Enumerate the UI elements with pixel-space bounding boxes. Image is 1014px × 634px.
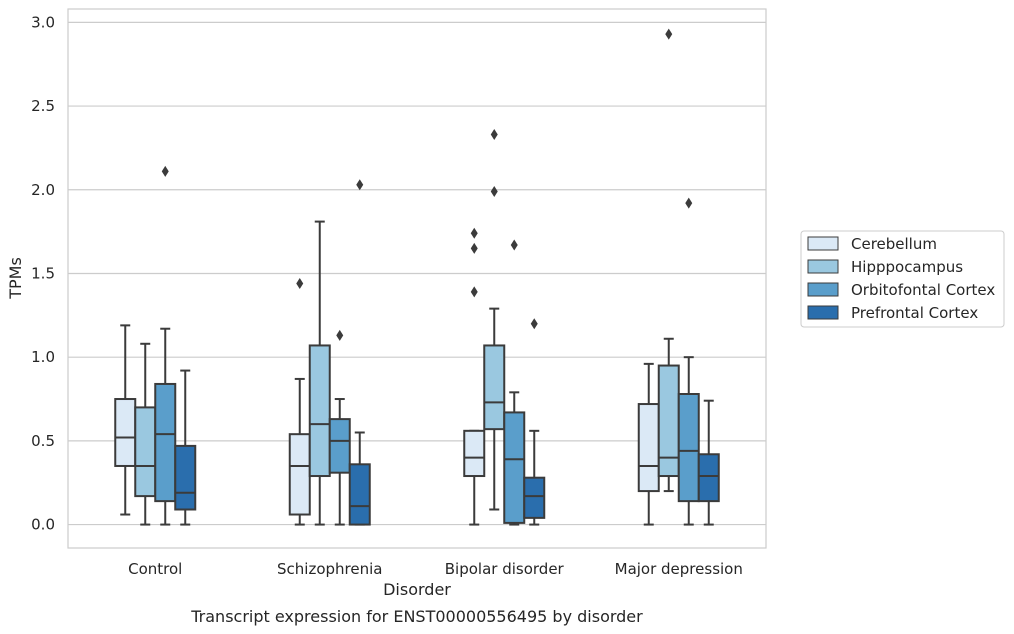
y-tick-label-6: 3.0	[31, 13, 55, 31]
box-1-3	[348, 179, 371, 526]
box-1-1	[308, 220, 331, 526]
outlier-point-0	[530, 318, 538, 330]
box-2-3	[523, 318, 546, 526]
outlier-point-1	[470, 242, 478, 254]
box-body	[697, 453, 720, 503]
legend-swatch-1	[807, 259, 839, 274]
y-tick-label-3: 1.5	[31, 264, 55, 282]
box-2-0	[463, 227, 486, 526]
box-body	[154, 382, 177, 503]
box-0-1	[134, 342, 157, 526]
box-body	[523, 476, 546, 519]
outlier-point-0	[336, 329, 344, 341]
x-tick-label-1: Schizophrenia	[277, 560, 382, 578]
plot-frame	[67, 8, 767, 549]
outlier-point-0	[665, 28, 673, 40]
box-1-0	[288, 278, 311, 526]
y-tick-labels: 0.0 0.5 1.0 1.5 2.0 2.5 3.0	[31, 13, 55, 533]
outlier-point-0	[685, 197, 693, 209]
outlier-point-0	[510, 239, 518, 251]
legend-label-3: Prefrontal Cortex	[851, 304, 978, 322]
box-body	[657, 364, 680, 478]
box-body	[503, 411, 526, 524]
legend-swatch-2	[807, 282, 839, 297]
legend-swatch-0	[807, 236, 839, 251]
box-0-3	[174, 369, 197, 526]
y-tick-label-5: 2.5	[31, 97, 55, 115]
box-body	[328, 418, 351, 474]
legend-label-1: Hipppocampus	[851, 258, 963, 276]
x-tick-label-3: Major depression	[615, 560, 743, 578]
legend-frame	[800, 230, 1005, 328]
box-3-1	[657, 28, 680, 493]
box-3-3	[697, 399, 720, 526]
box-2-1	[483, 129, 506, 511]
x-axis-label: Disorder	[383, 580, 451, 599]
box-body	[134, 406, 157, 498]
x-tick-label-2: Bipolar disorder	[445, 560, 565, 578]
box-body	[114, 398, 137, 467]
outlier-point-0	[296, 278, 304, 290]
box-body	[637, 403, 660, 493]
x-tick-label-0: Control	[128, 560, 182, 578]
box-body	[463, 429, 486, 478]
outlier-point-0	[470, 286, 478, 298]
outlier-point-2	[470, 227, 478, 239]
x-tick-labels: Control Schizophrenia Bipolar disorder Majo…	[128, 560, 743, 578]
legend-label-0: Cerebellum	[851, 235, 937, 253]
y-tick-label-2: 1.0	[31, 348, 55, 366]
box-body	[348, 463, 371, 526]
box-1-2	[328, 329, 351, 526]
y-tick-label-1: 0.5	[31, 432, 55, 450]
box-3-2	[677, 197, 700, 526]
box-2-2	[503, 239, 526, 526]
y-tick-label-4: 2.0	[31, 181, 55, 199]
outlier-point-0	[356, 179, 364, 191]
box-body	[308, 344, 331, 478]
box-3-0	[637, 362, 660, 526]
outlier-point-0	[490, 185, 498, 197]
box-0-2	[154, 165, 177, 526]
legend-swatch-3	[807, 305, 839, 320]
legend: Cerebellum Hipppocampus Orbitofontal Corte…	[800, 230, 1005, 328]
box-body	[483, 344, 506, 431]
y-tick-label-0: 0.0	[31, 516, 55, 534]
box-0-0	[114, 324, 137, 516]
box-body	[677, 393, 700, 503]
box-body	[288, 433, 311, 516]
outlier-point-0	[161, 165, 169, 177]
chart-caption: Transcript expression for ENST0000055649…	[190, 607, 643, 626]
y-axis-label: TPMs	[6, 257, 25, 300]
outlier-point-1	[490, 129, 498, 141]
legend-label-2: Orbitofontal Cortex	[851, 281, 995, 299]
box-plot-area	[114, 28, 720, 526]
box-body	[174, 444, 197, 511]
